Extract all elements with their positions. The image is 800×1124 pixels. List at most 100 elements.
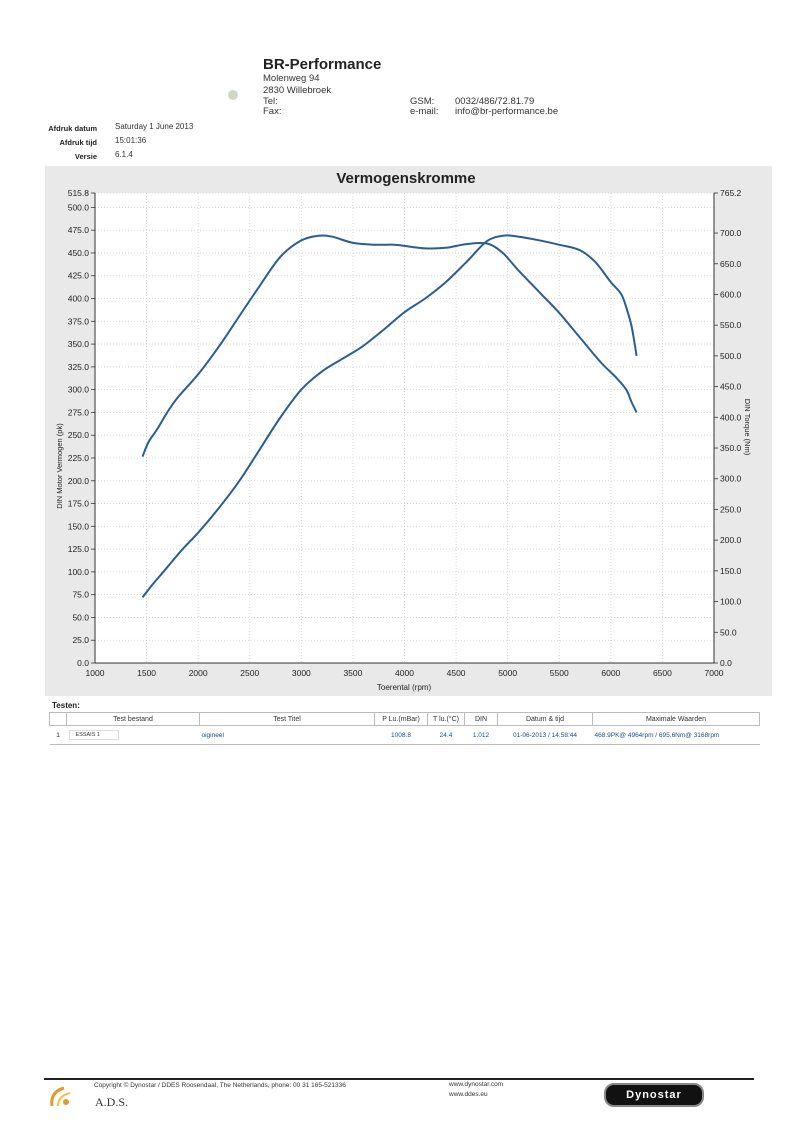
row-file-cell: ESSAIS 1 — [66, 725, 200, 745]
y2-tick-label: 500.0 — [720, 351, 742, 361]
y-tick-label: 425.0 — [68, 271, 90, 281]
x-tick-label: 1500 — [137, 668, 156, 678]
tests-header-row: Test bestand Test Titel P Lu.(mBar) T lu… — [49, 712, 760, 726]
y-tick-label: 325.0 — [68, 362, 90, 372]
dynostar-logo: Dynostar — [604, 1083, 704, 1107]
col-pressure: P Lu.(mBar) — [374, 712, 428, 726]
y-tick-label: 125.0 — [68, 544, 90, 554]
fax-label: Fax: — [263, 106, 282, 117]
scan-mark — [228, 90, 238, 100]
footer-url-dynostar[interactable]: www.dynostar.com — [449, 1081, 504, 1088]
x-tick-label: 7000 — [705, 668, 724, 678]
y-tick-label: 0.0 — [77, 658, 89, 668]
city: 2830 Willebroek — [263, 85, 332, 96]
y2-tick-label: 765.2 — [720, 188, 742, 198]
row-title: oigineel — [199, 725, 375, 745]
x-tick-label: 5000 — [498, 668, 517, 678]
y-tick-label: 150.0 — [68, 521, 90, 531]
y2-tick-label: 600.0 — [720, 289, 742, 299]
y2-tick-label: 50.0 — [720, 627, 737, 637]
y2-tick-label: 700.0 — [720, 228, 742, 238]
y2-tick-label: 300.0 — [720, 474, 742, 484]
y2-tick-label: 150.0 — [720, 566, 742, 576]
x-tick-label: 6500 — [653, 668, 672, 678]
dyno-chart-panel: Vermogenskromme 1000 1500 2000 2500 3000 3500… — [45, 166, 772, 696]
y2-tick-label: 350.0 — [720, 443, 742, 453]
y-tick-label: 475.0 — [68, 225, 90, 235]
y2-tick-label: 0.0 — [720, 658, 732, 668]
col-test-title: Test Titel — [199, 712, 375, 726]
col-index — [49, 712, 67, 726]
y-tick-label: 500.0 — [68, 202, 90, 212]
power-series-line — [141, 234, 638, 599]
y2-tick-label: 450.0 — [720, 382, 742, 392]
y2-tick-label: 400.0 — [720, 412, 742, 422]
row-din: 1.012 — [464, 725, 498, 745]
y-tick-label: 350.0 — [68, 339, 90, 349]
torque-series-line — [141, 234, 638, 457]
chart-title: Vermogenskromme — [336, 170, 475, 187]
dyno-chart: Vermogenskromme 1000 1500 2000 2500 3000 3500… — [55, 170, 752, 692]
ads-logo-icon — [46, 1084, 80, 1110]
y2-axis-label: DIN Torque (Nm) — [743, 399, 752, 456]
x-tick-label: 5500 — [550, 668, 569, 678]
y2-tick-label: 650.0 — [720, 259, 742, 269]
company-name: BR-Performance — [263, 56, 382, 73]
street: Molenweg 94 — [263, 73, 320, 84]
tel-label: Tel: — [263, 96, 278, 107]
x-tick-label: 6000 — [601, 668, 620, 678]
y-tick-label: 50.0 — [72, 612, 89, 622]
y-tick-label: 515.8 — [68, 188, 90, 198]
footer-copyright: Copyright © Dynostar / DDES Roosendaal, … — [94, 1082, 346, 1089]
ads-logo-text: A.D.S. — [95, 1095, 129, 1109]
email-label: e-mail: — [410, 106, 439, 117]
gsm-label: GSM: — [410, 96, 435, 107]
y2-tick-label: 550.0 — [720, 320, 742, 330]
x-tick-label: 3000 — [292, 668, 311, 678]
print-date-label: Afdruk datum — [48, 124, 97, 133]
x-tick-label: 4500 — [447, 668, 466, 678]
row-pressure: 1008.8 — [374, 725, 428, 745]
print-time-value: 15:01:36 — [115, 136, 147, 145]
y-tick-label: 175.0 — [68, 499, 90, 509]
y-tick-label: 400.0 — [68, 294, 90, 304]
col-datetime: Datum & tijd — [497, 712, 593, 726]
gsm-value: 0032/486/72.81.79 — [455, 96, 535, 107]
print-date-value: Saturday 1 June 2013 — [115, 122, 194, 131]
print-time-label: Afdruk tijd — [59, 138, 98, 147]
row-max: 468.9PK@ 4964rpm / 695.6Nm@ 3168rpm — [592, 725, 760, 745]
col-din: DIN — [464, 712, 498, 726]
y-tick-label: 375.0 — [68, 316, 90, 326]
footer-rule — [44, 1078, 754, 1080]
footer-url-ddes[interactable]: www.ddes.eu — [449, 1091, 488, 1098]
y-tick-label: 200.0 — [68, 476, 90, 486]
table-row[interactable]: 1 ESSAIS 1 oigineel 1008.8 24.4 1.012 01… — [49, 725, 760, 745]
y2-tick-label: 250.0 — [720, 504, 742, 514]
row-file: ESSAIS 1 — [68, 730, 119, 740]
x-tick-label: 1000 — [86, 668, 105, 678]
y-tick-label: 275.0 — [68, 407, 90, 417]
y-axis-label: DIN Motor Vermogen (pk) — [55, 423, 64, 509]
y-tick-label: 250.0 — [68, 430, 90, 440]
tests-table: Test bestand Test Titel P Lu.(mBar) T lu… — [49, 712, 760, 745]
x-axis-label: Toerental (rpm) — [377, 683, 432, 692]
version-label: Versie — [74, 152, 97, 161]
y2-tick-label: 100.0 — [720, 597, 742, 607]
col-temp: T lu.(°C) — [427, 712, 465, 726]
version-value: 6.1.4 — [115, 150, 133, 159]
y-tick-label: 75.0 — [72, 590, 89, 600]
row-index: 1 — [49, 725, 67, 745]
tests-label: Testen: — [52, 701, 80, 710]
row-datetime: 01-06-2013 / 14:58:44 — [497, 725, 593, 745]
y-tick-label: 100.0 — [68, 567, 90, 577]
col-test-file: Test bestand — [66, 712, 200, 726]
y-tick-label: 450.0 — [68, 248, 90, 258]
x-tick-label: 4000 — [395, 668, 414, 678]
x-tick-label: 2500 — [240, 668, 259, 678]
row-temp: 24.4 — [427, 725, 465, 745]
y-tick-label: 225.0 — [68, 453, 90, 463]
x-tick-label: 2000 — [189, 668, 208, 678]
x-tick-label: 3500 — [343, 668, 362, 678]
y-tick-label: 300.0 — [68, 385, 90, 395]
y2-tick-label: 200.0 — [720, 535, 742, 545]
